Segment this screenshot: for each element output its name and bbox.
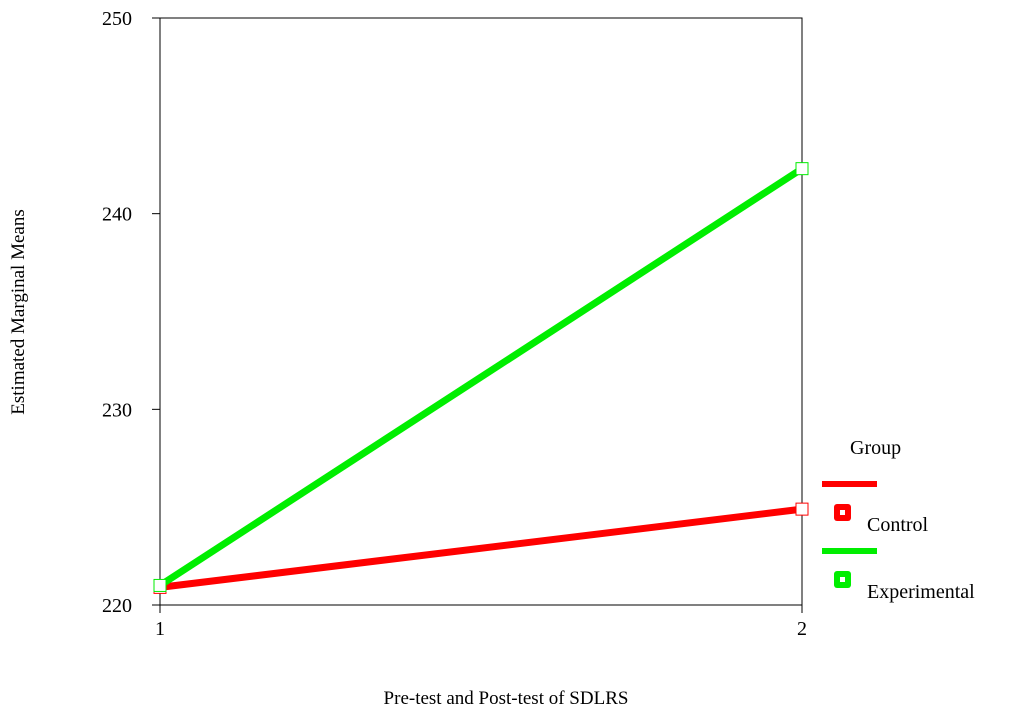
series-layer xyxy=(153,162,809,594)
legend-label-experimental: Experimental xyxy=(867,581,975,603)
y-tick-label: 220 xyxy=(102,595,132,617)
y-axis-ticks: 220 230 240 250 xyxy=(102,8,160,617)
legend-title: Group xyxy=(850,437,901,459)
data-point-experimental xyxy=(795,162,809,176)
x-tick-label: 2 xyxy=(797,618,807,640)
legend-line-control xyxy=(822,481,877,487)
y-tick-label: 240 xyxy=(102,204,132,226)
legend-marker-center xyxy=(840,577,845,582)
legend-items: Control Experimental xyxy=(822,481,975,603)
plot-frame xyxy=(159,17,803,606)
data-point-control xyxy=(795,502,809,516)
series-line-experimental xyxy=(158,165,804,589)
y-axis-title: Estimated Marginal Means xyxy=(8,209,29,414)
y-tick-label: 230 xyxy=(102,399,132,421)
series-line-control xyxy=(159,505,803,591)
legend-label-control: Control xyxy=(867,514,929,536)
y-tick-label: 250 xyxy=(102,8,132,30)
legend: Group Control Experimental xyxy=(822,437,975,603)
legend-line-experimental xyxy=(822,548,877,554)
data-point-experimental xyxy=(153,578,167,592)
x-tick-label: 1 xyxy=(155,618,165,640)
x-axis-title: Pre-test and Post-test of SDLRS xyxy=(384,688,629,709)
legend-marker-center xyxy=(840,510,845,515)
